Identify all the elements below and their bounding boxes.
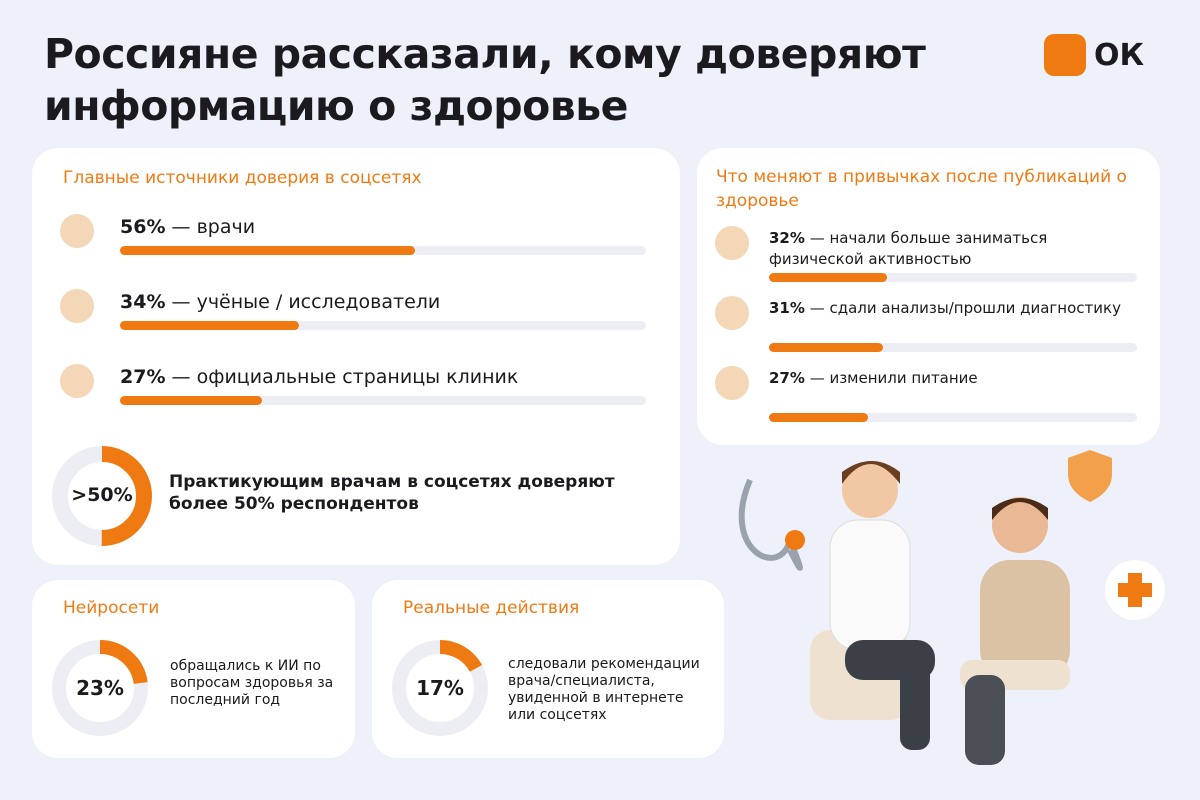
card-text: следовали рекомендации врача/специалиста… [508, 656, 700, 723]
item-value: 27% [120, 366, 166, 388]
item-text: — учёные / исследователи [171, 291, 441, 313]
item-text: — начали больше заниматься физической ак… [769, 229, 1048, 268]
logo: ОК [1044, 34, 1144, 76]
item-text: — сдали анализы/прошли диагностику [809, 299, 1121, 317]
bar [769, 343, 884, 352]
card-title: Реальные действия [403, 598, 580, 618]
actions-card: Реальные действия 17% следовали рекоменд… [372, 580, 724, 758]
bar-track [120, 321, 646, 330]
bar-track [769, 273, 1137, 282]
donut-label: 23% [76, 676, 124, 700]
icon [60, 289, 94, 323]
item-label: 56% — врачи [120, 216, 646, 238]
logo-icon [1044, 34, 1086, 76]
item-value: 34% [120, 291, 166, 313]
donut-text: Практикующим врачам в соцсетях доверяют … [169, 472, 615, 514]
ai-card: Нейросети 23% обращались к ИИ по вопроса… [32, 580, 355, 758]
item-label: 27% — официальные страницы клиник [120, 366, 646, 388]
bar [120, 246, 415, 255]
bar [120, 321, 299, 330]
item-value: 56% [120, 216, 166, 238]
bar-track [120, 396, 646, 405]
icon [60, 214, 94, 248]
donut-arc [52, 446, 152, 546]
item-value: 32% [769, 229, 805, 247]
card-title: Нейросети [63, 598, 160, 618]
icon [60, 364, 94, 398]
bar-track [769, 343, 1137, 352]
habits-card: Что меняют в привычках после публикаций … [697, 148, 1160, 445]
item-text: — врачи [171, 216, 256, 238]
donut [52, 446, 152, 546]
item-text: — официальные страницы клиник [171, 366, 519, 388]
item-text: — изменили питание [809, 369, 978, 387]
donut-arc [392, 640, 488, 736]
item-value: 31% [769, 299, 805, 317]
illustration [738, 450, 1165, 765]
item-label: 34% — учёные / исследователи [120, 291, 646, 313]
bar-track [120, 246, 646, 255]
icon [715, 296, 749, 330]
icon [715, 366, 749, 400]
item-label: 32% — начали больше заниматься физическо… [769, 228, 1137, 270]
title: Россияне рассказали, кому доверяют инфор… [44, 30, 926, 130]
bar [769, 413, 869, 422]
bar [769, 273, 887, 282]
icon [715, 226, 749, 260]
trust-card: Главные источники доверия в соцсетях >50… [32, 148, 680, 565]
donut [52, 640, 148, 736]
bar [120, 396, 263, 405]
card-title: Главные источники доверия в соцсетях [63, 168, 422, 188]
bar-track [769, 413, 1137, 422]
logo-text: ОК [1094, 37, 1145, 73]
card-title: Что меняют в привычках после публикаций … [716, 167, 1127, 211]
donut-label: >50% [71, 484, 133, 506]
item-label: 31% — сдали анализы/прошли диагностику [769, 298, 1137, 319]
donut [392, 640, 488, 736]
donut-arc [52, 640, 148, 736]
donut-label: 17% [416, 676, 464, 700]
card-text: обращались к ИИ по вопросам здоровья за … [170, 658, 334, 708]
item-value: 27% [769, 369, 805, 387]
item-label: 27% — изменили питание [769, 368, 1137, 389]
